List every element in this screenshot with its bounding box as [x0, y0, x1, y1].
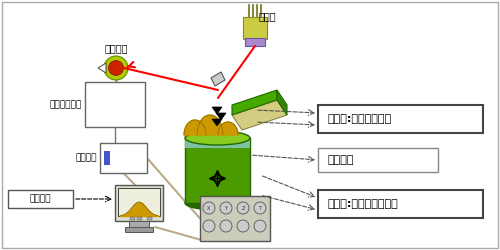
- Text: Z: Z: [242, 206, 244, 210]
- Polygon shape: [232, 100, 287, 130]
- Bar: [129, 221, 149, 227]
- Ellipse shape: [185, 131, 250, 145]
- Bar: [245, 38, 265, 46]
- Polygon shape: [212, 119, 222, 126]
- Bar: [200, 196, 270, 241]
- Circle shape: [237, 202, 249, 214]
- Bar: [318, 148, 438, 172]
- Ellipse shape: [104, 56, 128, 80]
- Text: 光検出器: 光検出器: [104, 43, 128, 53]
- Circle shape: [220, 202, 232, 214]
- Bar: [243, 17, 267, 39]
- Text: X: X: [208, 206, 210, 210]
- Polygon shape: [212, 107, 222, 114]
- Bar: [147, 217, 152, 220]
- Polygon shape: [232, 90, 277, 115]
- Text: レーザ: レーザ: [259, 11, 276, 21]
- Text: Y: Y: [224, 206, 228, 210]
- Bar: [185, 138, 250, 148]
- Circle shape: [203, 202, 215, 214]
- Bar: [85, 82, 145, 127]
- Text: 新開発:カンチレバー: 新開発:カンチレバー: [328, 114, 392, 124]
- Bar: [137, 217, 142, 220]
- Circle shape: [237, 220, 249, 232]
- Polygon shape: [216, 113, 226, 120]
- Polygon shape: [185, 135, 245, 138]
- Bar: [185, 138, 250, 203]
- Bar: [318, 105, 483, 133]
- Bar: [130, 217, 135, 220]
- Text: 制御回路: 制御回路: [76, 154, 97, 162]
- Text: T: T: [258, 206, 262, 210]
- Bar: [104, 151, 110, 165]
- Circle shape: [220, 220, 232, 232]
- Polygon shape: [98, 63, 106, 73]
- Polygon shape: [197, 115, 223, 135]
- Circle shape: [203, 220, 215, 232]
- Polygon shape: [218, 122, 238, 135]
- Text: 信号処理回路: 信号処理回路: [50, 100, 82, 109]
- Bar: [118, 188, 160, 216]
- Polygon shape: [184, 120, 206, 135]
- Text: 測定画像: 測定画像: [29, 194, 51, 203]
- Circle shape: [254, 220, 266, 232]
- Polygon shape: [277, 90, 287, 115]
- Bar: [8, 190, 73, 208]
- Bar: [125, 227, 153, 232]
- Bar: [115, 185, 163, 221]
- Text: 新開発:高速スキャナー: 新開発:高速スキャナー: [328, 199, 399, 209]
- Ellipse shape: [185, 196, 250, 210]
- Bar: [100, 143, 147, 173]
- Ellipse shape: [108, 60, 124, 76]
- Text: サンプル: サンプル: [328, 155, 354, 165]
- Circle shape: [254, 202, 266, 214]
- Bar: [318, 190, 483, 218]
- Polygon shape: [211, 72, 225, 86]
